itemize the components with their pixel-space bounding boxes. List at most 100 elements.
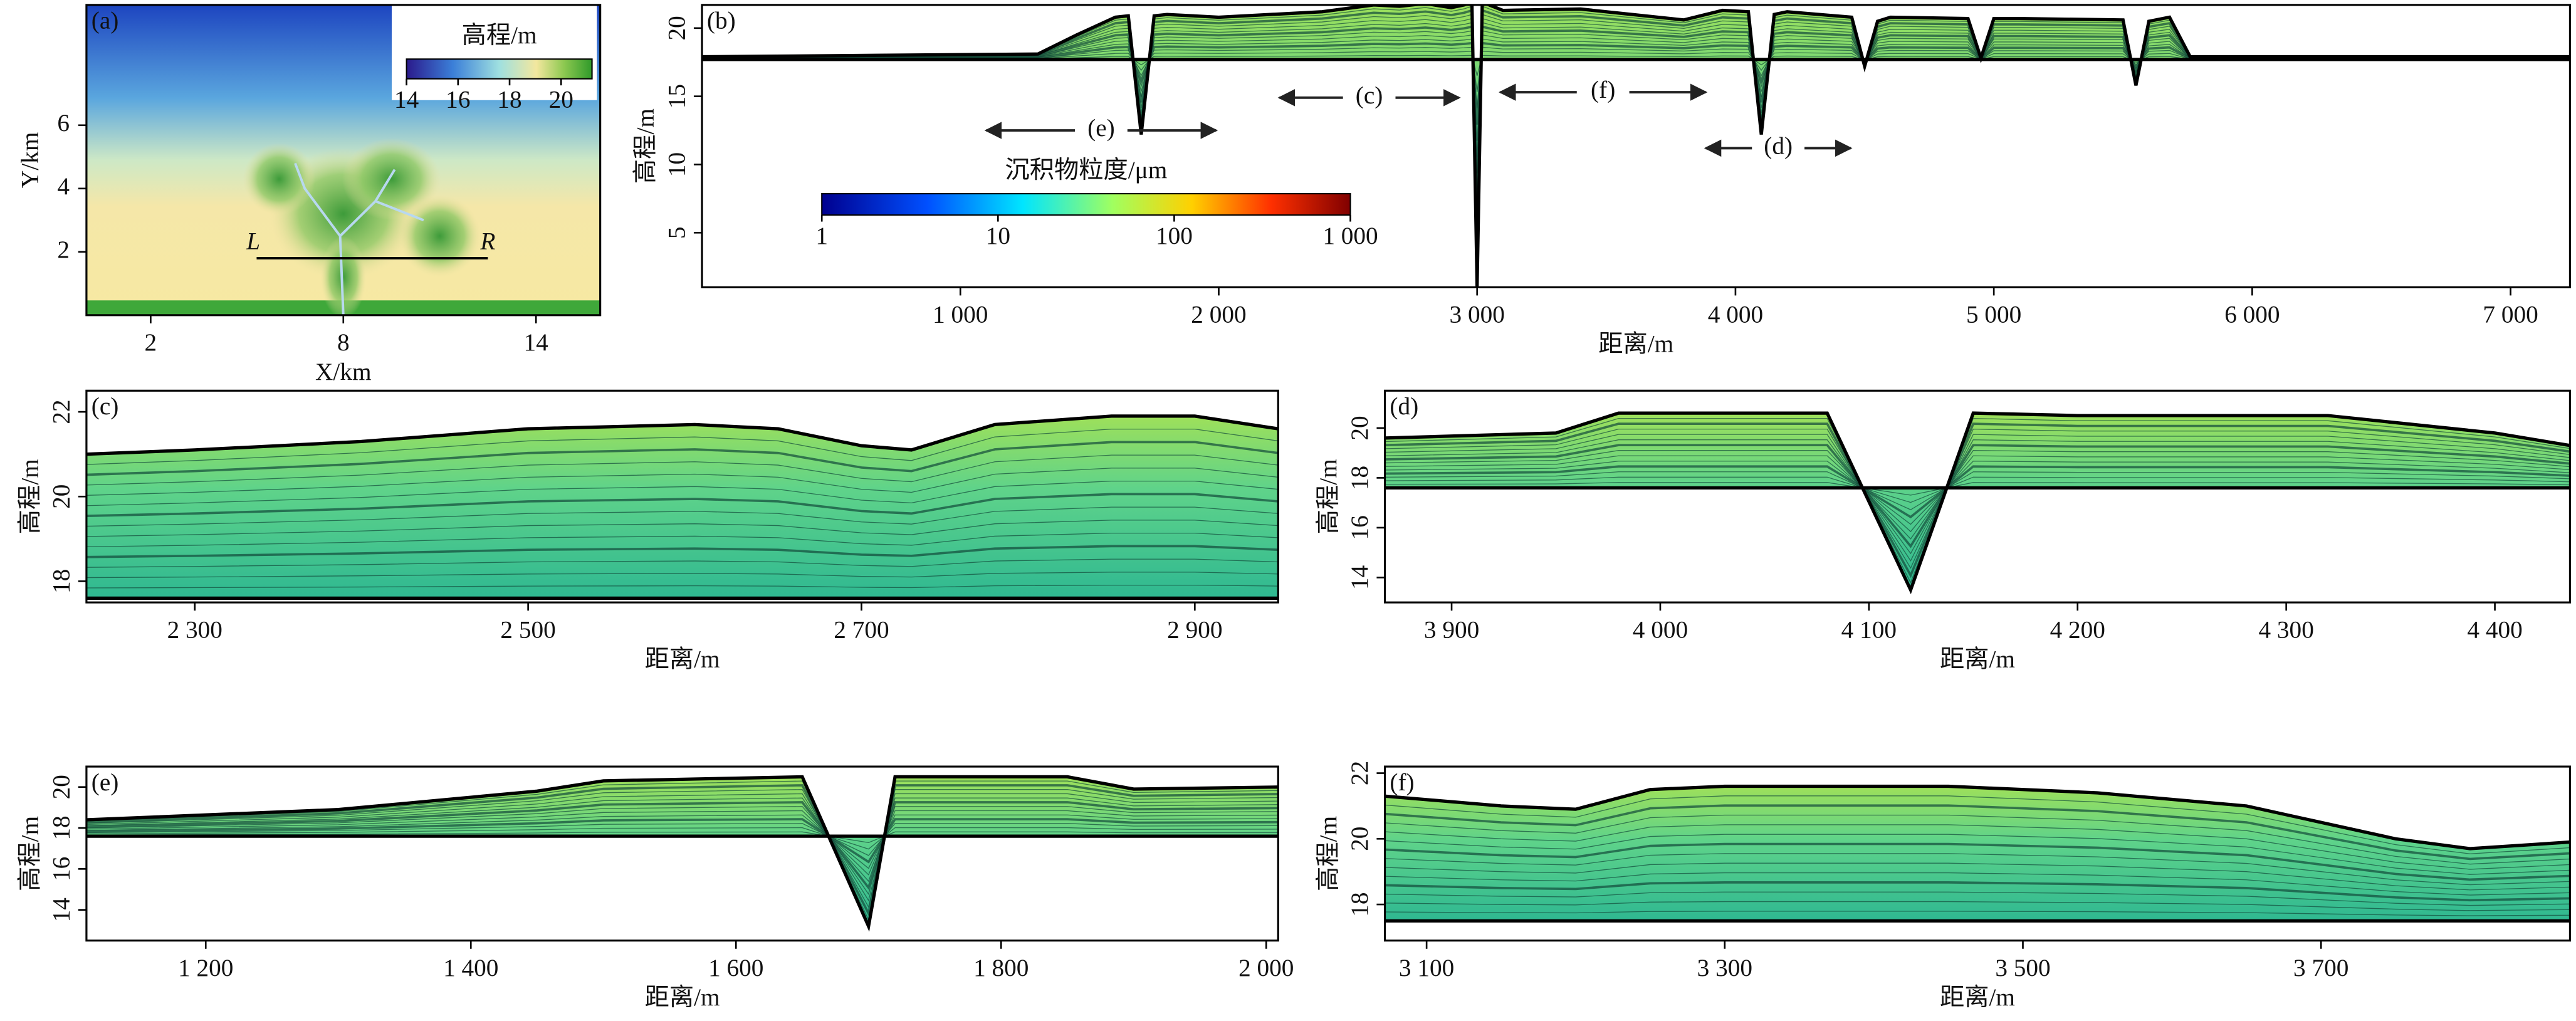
x-tick-label: 3 000 <box>1450 301 1505 328</box>
y-tick-label: 20 <box>48 775 75 799</box>
y-tick-label: 22 <box>1346 761 1373 785</box>
y-tick-label: 20 <box>663 16 690 40</box>
stratum-line <box>1385 461 2570 525</box>
colorbar <box>406 58 593 80</box>
x-axis-label: 距离/m <box>645 983 720 1011</box>
stratum-line <box>86 468 1279 496</box>
stratum-line <box>702 18 2570 223</box>
stratum-line <box>1385 891 2570 906</box>
y-tick-label: 18 <box>48 815 75 840</box>
x-tick-label: 2 700 <box>834 616 889 643</box>
x-tick-label: 7 000 <box>2483 301 2538 328</box>
stratum-line <box>1385 862 2570 891</box>
stratum-line <box>702 14 2570 239</box>
stratum-line <box>702 22 2570 206</box>
colorbar-tick-label: 1 000 <box>1322 223 1378 249</box>
x-tick-label: 2 900 <box>1167 616 1222 643</box>
stratum-line <box>1385 444 2570 548</box>
section <box>86 414 1279 600</box>
section <box>1385 784 2570 923</box>
surface-line <box>1385 411 2570 595</box>
y-axis-label: 高程/m <box>632 108 659 184</box>
stratum-line <box>86 480 1279 506</box>
x-tick-label: 4 100 <box>1841 616 1897 643</box>
x-tick-label: 6 000 <box>2224 301 2280 328</box>
panel-title: (b) <box>707 8 736 34</box>
y-tick-label: 16 <box>48 857 75 881</box>
x-axis-label: 距离/m <box>645 645 720 673</box>
stratum-line <box>1385 842 2570 881</box>
x-tick-label: 14 <box>524 329 549 356</box>
stratum-line <box>1385 465 2570 519</box>
annotation-label: (f) <box>1591 76 1615 103</box>
surface-line <box>86 414 1279 456</box>
colorbar-tick-label: 16 <box>446 86 470 113</box>
x-axis-label: 距离/m <box>1598 330 1673 358</box>
profile-label: L <box>246 228 260 254</box>
annotation-label: (e) <box>1087 115 1115 142</box>
delta-lobe <box>320 236 367 318</box>
panel-title: (c) <box>92 393 119 420</box>
stratum-line <box>86 506 1279 527</box>
plot-frame <box>1383 389 2571 604</box>
y-axis-label: Y/km <box>17 132 44 188</box>
stratum-line <box>86 827 1279 850</box>
x-tick-label: 1 400 <box>443 955 498 982</box>
y-tick-label: 5 <box>663 226 690 239</box>
y-axis-label: 高程/m <box>17 816 44 891</box>
x-tick-label: 4 400 <box>2467 616 2522 643</box>
y-tick-label: 20 <box>48 484 75 509</box>
surface-line <box>86 775 1279 932</box>
x-tick-label: 4 200 <box>2050 616 2105 643</box>
x-tick-label: 2 000 <box>1191 301 1246 328</box>
stratum-line <box>86 572 1279 579</box>
stratum-line <box>86 810 1279 876</box>
stratum-line <box>86 801 1279 891</box>
colorbar <box>821 192 1351 216</box>
delta-lobe <box>399 195 481 278</box>
annotation-label: (d) <box>1764 132 1793 159</box>
y-axis-label: 高程/m <box>17 459 44 534</box>
stratum-line <box>86 532 1279 548</box>
stratum-line <box>1385 476 2570 503</box>
x-tick-label: 2 300 <box>167 616 223 643</box>
panel-title: (a) <box>92 8 119 34</box>
y-tick-label: 10 <box>663 152 690 177</box>
stratum-line <box>702 51 2570 92</box>
stratum-line <box>86 584 1279 589</box>
x-tick-label: 4 000 <box>1633 616 1688 643</box>
delta-lobe <box>342 138 441 221</box>
plot-frame <box>701 4 2571 288</box>
stratum-line <box>1385 881 2570 902</box>
y-tick-label: 18 <box>48 569 75 594</box>
colorbar-label: 沉积物粒度/μm <box>1005 156 1167 184</box>
x-tick-label: 2 500 <box>500 616 555 643</box>
y-tick-label: 22 <box>48 399 75 424</box>
panel-title: (e) <box>92 769 119 796</box>
stratum-line <box>86 493 1279 517</box>
x-tick-label: 4 300 <box>2258 616 2313 643</box>
x-tick-label: 1 200 <box>178 955 233 982</box>
section <box>702 4 2570 288</box>
x-tick-label: 8 <box>337 329 350 356</box>
section <box>1385 411 2570 595</box>
y-tick-label: 16 <box>1346 515 1373 540</box>
stratum-line <box>86 545 1279 558</box>
x-axis-label: X/km <box>315 359 371 385</box>
plot-frame <box>85 765 1279 942</box>
x-tick-label: 3 300 <box>1697 955 1752 982</box>
x-axis-label: 距离/m <box>1940 983 2015 1011</box>
stratum-line <box>702 6 2570 271</box>
annotation-label: (c) <box>1356 82 1383 109</box>
stratum-line <box>1385 911 2570 916</box>
y-tick-label: 14 <box>48 898 75 923</box>
stratum-line <box>702 41 2570 125</box>
stratum-line <box>1385 853 2570 886</box>
profile-label: R <box>479 228 495 254</box>
sediment-fill <box>702 4 2570 288</box>
stratum-line <box>702 9 2570 255</box>
colorbar-box <box>392 4 597 100</box>
channel <box>294 162 424 315</box>
x-tick-label: 4 000 <box>1708 301 1763 328</box>
stratum-line <box>86 428 1279 465</box>
